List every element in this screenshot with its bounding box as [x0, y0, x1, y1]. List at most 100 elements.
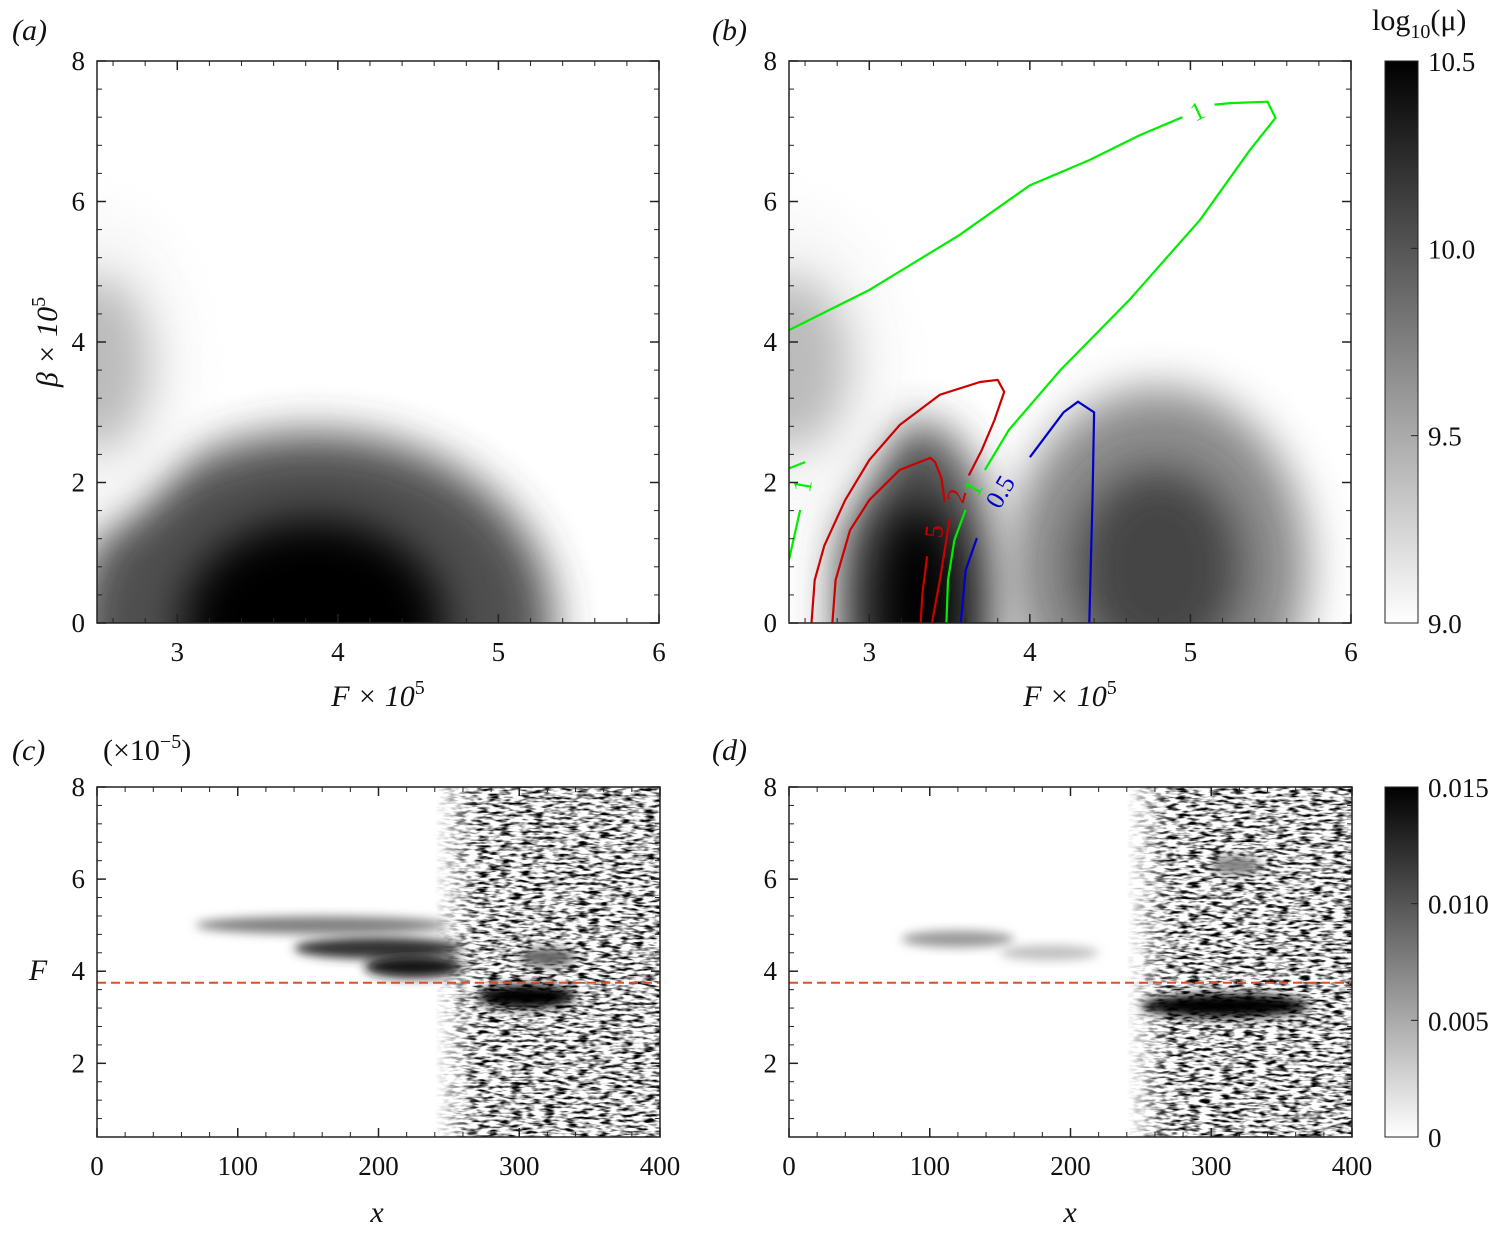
y-tick-label: 2	[72, 468, 86, 498]
heatmap-streak	[195, 916, 449, 935]
contour-line-1	[789, 509, 802, 561]
ticks-a: 3 4 5 6 0 2 4 6 8	[72, 46, 666, 667]
x-tick-label: 0	[782, 1151, 796, 1181]
xlabel-a: F × 105	[330, 677, 425, 713]
colorbar-b	[1384, 60, 1419, 624]
x-tick-label: 5	[1184, 637, 1198, 667]
x-tick-label: 400	[640, 1151, 681, 1181]
y-tick-label: 4	[72, 956, 86, 986]
noise-region	[789, 787, 1352, 1137]
x-tick-label: 3	[171, 637, 185, 667]
ylabel-a: β × 105	[28, 297, 64, 388]
xlabel-b: F × 105	[1022, 677, 1117, 713]
x-tick-label: 400	[1332, 1151, 1373, 1181]
panel-label-b: (b)	[712, 14, 747, 47]
contour-line-5	[919, 556, 929, 623]
heatmap-streak	[1140, 993, 1310, 1018]
panel-d: 0 100 200 300 400 2 4 6 8 (d) x 0 0.005 0.010 0.015	[712, 734, 1489, 1229]
heatmap-streak	[294, 937, 463, 959]
panel-c: 0 100 200 300 400 2 4 6 8 (c) (×10−5) x F	[12, 731, 680, 1229]
contour-label: 5	[919, 524, 949, 539]
contour-line-0.5	[959, 537, 978, 623]
y-tick-label: 0	[764, 608, 778, 638]
heatmap-streak	[364, 955, 463, 979]
colorbar-d	[1384, 786, 1419, 1138]
heatmap-a	[97, 61, 659, 623]
contour-line-1	[983, 100, 1277, 471]
heatmap-peak-core	[872, 503, 963, 623]
colorbar-tick-label: 9.0	[1428, 609, 1462, 639]
panel-label-d: (d)	[712, 734, 747, 767]
y-tick-label: 8	[764, 46, 778, 76]
x-tick-label: 6	[652, 637, 666, 667]
y-tick-label: 0	[72, 608, 86, 638]
x-tick-label: 200	[1050, 1151, 1091, 1181]
ticks-d: 0 100 200 300 400 2 4 6 8	[764, 772, 1373, 1181]
heatmap-streak	[1211, 856, 1261, 875]
colorbar-tick-label: 10.0	[1428, 234, 1475, 264]
y-tick-label: 8	[72, 772, 86, 802]
x-tick-label: 200	[358, 1151, 399, 1181]
xlabel-d: x	[1062, 1196, 1077, 1229]
panel-label-c: (c)	[12, 734, 45, 767]
y-tick-label: 6	[764, 864, 778, 894]
heatmap-streak	[1000, 945, 1099, 961]
colorbar-title-b: log10(μ)	[1372, 4, 1466, 43]
contour-line-1	[789, 461, 806, 470]
heatmap-peak-core	[182, 518, 446, 623]
contour-line-2	[930, 519, 951, 623]
y-tick-label: 2	[72, 1048, 86, 1078]
y-tick-label: 4	[72, 327, 86, 357]
y-tick-label: 8	[764, 772, 778, 802]
x-tick-label: 4	[331, 637, 345, 667]
x-tick-label: 3	[863, 637, 877, 667]
x-tick-label: 5	[492, 637, 506, 667]
x-tick-label: 300	[499, 1151, 540, 1181]
heatmap-b	[789, 61, 1351, 623]
x-tick-label: 100	[218, 1151, 259, 1181]
heatmap-streak	[519, 947, 576, 967]
contour-line-5	[831, 456, 946, 623]
colorbar-tick-label: 9.5	[1428, 422, 1462, 452]
heatmap-d	[789, 787, 1352, 1137]
x-tick-label: 100	[910, 1151, 951, 1181]
panel-label-a: (a)	[12, 14, 47, 47]
contour-line-0.5	[1029, 400, 1096, 623]
panel-a: 3 4 5 6 0 2 4 6 8 (a) F × 105 β × 105	[12, 14, 666, 713]
colorbar-tick-label: 0.010	[1428, 890, 1489, 920]
y-tick-label: 4	[764, 327, 778, 357]
ticks-b: 3 4 5 6 0 2 4 6 8	[764, 46, 1358, 667]
heatmap-peak-core	[97, 276, 150, 450]
contour-line-1	[789, 116, 1183, 332]
colorbar-tick-label: 10.5	[1428, 47, 1475, 77]
heatmap-streak	[477, 984, 576, 1009]
y-tick-label: 2	[764, 1048, 778, 1078]
y-tick-label: 8	[72, 46, 86, 76]
y-tick-label: 6	[764, 187, 778, 217]
colorbar-ticks-d: 0 0.005 0.010 0.015	[1411, 773, 1489, 1153]
xlabel-c: x	[369, 1196, 384, 1229]
heatmap-streak	[901, 930, 1015, 948]
heatmap-peak-core	[1075, 468, 1241, 623]
colorbar-ticks-b: 9.0 9.5 10.0 10.5	[1411, 47, 1475, 639]
heatmap-peak-core	[789, 276, 850, 450]
x-tick-label: 6	[1344, 637, 1358, 667]
y-tick-label: 4	[764, 956, 778, 986]
y-tick-label: 2	[764, 468, 778, 498]
contour-line-2	[810, 378, 1006, 623]
contour-label: 1	[787, 477, 818, 495]
y-tick-label: 6	[72, 864, 86, 894]
ticks-c: 0 100 200 300 400 2 4 6 8	[72, 772, 681, 1181]
y-tick-label: 6	[72, 187, 86, 217]
contour-line-1	[945, 509, 967, 623]
colorbar-tick-label: 0.005	[1428, 1006, 1489, 1036]
colorbar-tick-label: 0	[1428, 1123, 1442, 1153]
x-tick-label: 0	[90, 1151, 104, 1181]
colorbar-tick-label: 0.015	[1428, 773, 1489, 803]
scale-note-c: (×10−5)	[103, 731, 191, 767]
x-tick-label: 4	[1023, 637, 1037, 667]
ylabel-c: F	[28, 954, 48, 987]
heatmap-c	[97, 787, 660, 1137]
